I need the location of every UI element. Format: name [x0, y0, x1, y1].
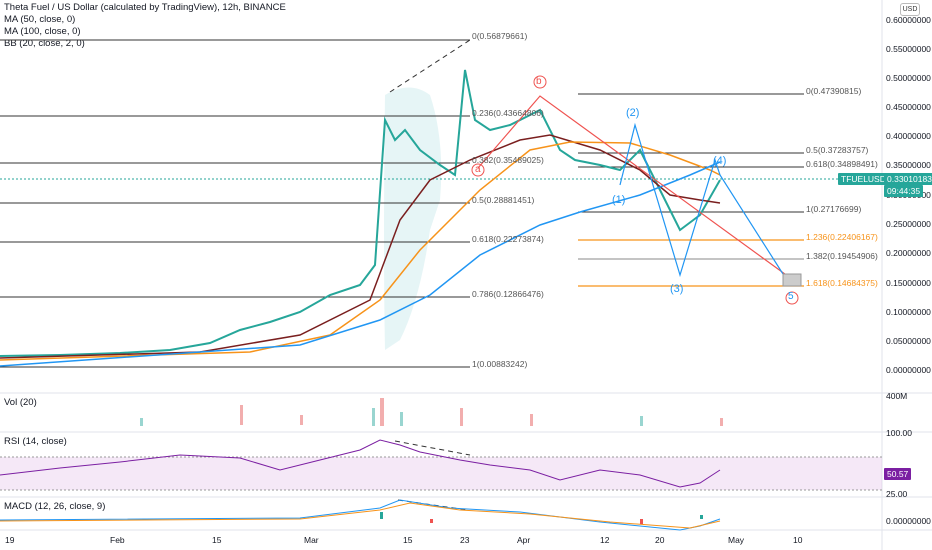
macd-label[interactable]: MACD (12, 26, close, 9) [4, 501, 106, 512]
indicator-ma50[interactable]: MA (50, close, 0) [4, 14, 76, 25]
bb-basis-line [0, 134, 721, 359]
date-tick: 23 [460, 535, 470, 545]
wave-label-b: b [536, 76, 542, 87]
price-tick: 0.25000000 [886, 219, 931, 229]
fib-label: 1(0.00883242) [472, 359, 528, 369]
fib-label: 0.5(0.28881451) [472, 195, 535, 205]
bollinger-cloud [384, 87, 442, 350]
date-tick: Feb [110, 535, 125, 545]
ma100-line [0, 161, 721, 367]
fib-label: 0.236(0.43664806) [472, 108, 544, 118]
date-tick: 12 [600, 535, 610, 545]
fib-label: 1.382(0.19454906) [806, 251, 878, 261]
price-tick: 0.45000000 [886, 102, 931, 112]
fib-label: 0.618(0.34898491) [806, 159, 878, 169]
price-tick: 0.00000000 [886, 365, 931, 375]
rsi-value-tag: 50.57 [884, 468, 912, 480]
fib-label: 0(0.47390815) [806, 86, 862, 96]
volume-axis: 400M [886, 391, 908, 401]
date-tick: 15 [212, 535, 222, 545]
fib-label: 1(0.27176699) [806, 204, 862, 214]
rsi-axis-top: 100.00 [886, 428, 912, 438]
chart-title: Theta Fuel / US Dollar (calculated by Tr… [4, 2, 286, 13]
date-tick: 15 [403, 535, 413, 545]
date-tick: 19 [5, 535, 15, 545]
countdown-tag: 09:44:35 [884, 185, 924, 197]
wave-label-a: a [475, 164, 481, 175]
date-tick: 20 [655, 535, 665, 545]
symbol-tag: TFUELUSD [838, 173, 889, 185]
fib-label: 0.786(0.12866476) [472, 289, 544, 299]
fib-label: 0(0.56879661) [472, 31, 528, 41]
fib-label: 0.5(0.37283757) [806, 145, 869, 155]
price-tick: 0.20000000 [886, 248, 931, 258]
fib-label: 1.618(0.14684375) [806, 278, 878, 288]
date-tick: Apr [517, 535, 531, 545]
macd-axis: 0.00000000 [886, 516, 931, 526]
fib-label: 0.618(0.22273874) [472, 234, 544, 244]
rsi-axis-bottom: 25.00 [886, 489, 908, 499]
last-price-tag: 0.33010183 [884, 173, 932, 185]
fib-label: 1.236(0.22406167) [806, 232, 878, 242]
price-tick: 0.10000000 [886, 307, 931, 317]
wave-label-5: 5 [788, 291, 794, 302]
ma50-line [0, 141, 721, 361]
wave-label-4: (4) [713, 155, 727, 167]
date-tick: 10 [793, 535, 803, 545]
price-tick: 0.60000000 [886, 15, 931, 25]
wave-label-2: (2) [626, 107, 640, 119]
volume-label[interactable]: Vol (20) [4, 397, 37, 408]
price-tick: 0.55000000 [886, 44, 931, 54]
indicator-bb[interactable]: BB (20, close, 2, 0) [4, 38, 85, 49]
currency-label[interactable]: USD [900, 3, 920, 16]
date-tick: May [728, 535, 745, 545]
wave-label-1: (1) [612, 194, 626, 206]
date-tick: Mar [304, 535, 319, 545]
price-tick: 0.50000000 [886, 73, 931, 83]
price-tick: 0.15000000 [886, 278, 931, 288]
indicator-ma100[interactable]: MA (100, close, 0) [4, 26, 81, 37]
rsi-label[interactable]: RSI (14, close) [4, 436, 67, 447]
price-tick: 0.35000000 [886, 160, 931, 170]
wave-label-3: (3) [670, 283, 684, 295]
price-tick: 0.40000000 [886, 131, 931, 141]
price-tick: 0.05000000 [886, 336, 931, 346]
fib-label: 0.382(0.35489025) [472, 155, 544, 165]
